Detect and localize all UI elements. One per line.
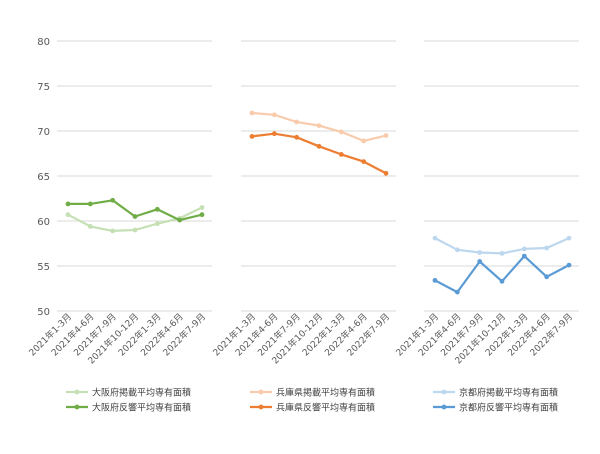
data-point [110,197,116,203]
data-point [544,274,550,280]
data-point [132,227,138,233]
data-point [294,119,300,125]
data-point [477,259,483,264]
data-point [249,110,255,116]
y-tick-label: 55 [37,262,50,273]
legend-label: 大阪府掲載平均専有面積 [92,387,191,399]
data-point [499,278,505,284]
data-point [271,112,277,118]
data-point [316,123,322,128]
y-tick-label: 60 [37,217,50,228]
data-point [338,129,344,135]
data-point [566,235,572,241]
legend-swatch-marker [258,404,264,410]
data-point [316,143,322,149]
data-point [499,251,505,256]
legend-swatch-marker [258,389,264,395]
y-tick-label: 65 [37,172,50,183]
legend-label: 兵庫県反響平均専有面積 [276,402,375,414]
data-point [361,138,367,144]
legend-swatch-marker [441,404,447,410]
legend-label: 大阪府反響平均専有面積 [92,402,191,414]
data-point [154,221,160,227]
data-point [544,245,550,251]
legend-label: 兵庫県掲載平均専有面積 [276,387,375,399]
legend-swatch-marker [441,389,447,395]
legend-label: 京都府掲載平均専有面積 [459,387,558,399]
data-point [432,235,438,241]
y-tick-label: 80 [37,37,50,48]
data-point [521,253,527,259]
data-point [249,134,255,139]
data-point [177,217,183,223]
y-tick-label: 50 [37,307,50,318]
data-point [87,201,93,207]
data-point [65,201,71,207]
data-point [361,159,367,165]
data-point [454,247,460,253]
series-line [434,255,570,294]
data-point [294,134,300,140]
data-point [383,133,389,138]
data-point [566,262,572,268]
data-point [132,214,138,219]
data-point [338,152,344,157]
data-point [65,212,71,218]
data-point [432,278,438,283]
y-tick-label: 70 [37,127,50,138]
data-point [383,170,389,176]
legend-swatch-marker [74,404,80,410]
data-point [87,224,93,229]
data-point [199,212,205,218]
data-point [477,250,483,255]
data-point [154,206,160,212]
legend-label: 京都府反響平均専有面積 [459,402,558,414]
y-tick-label: 75 [37,82,50,93]
data-point [521,246,527,252]
data-point [454,289,460,295]
data-point [199,205,205,210]
data-point [271,131,277,137]
legend-swatch-marker [74,389,80,395]
data-point [110,228,116,234]
